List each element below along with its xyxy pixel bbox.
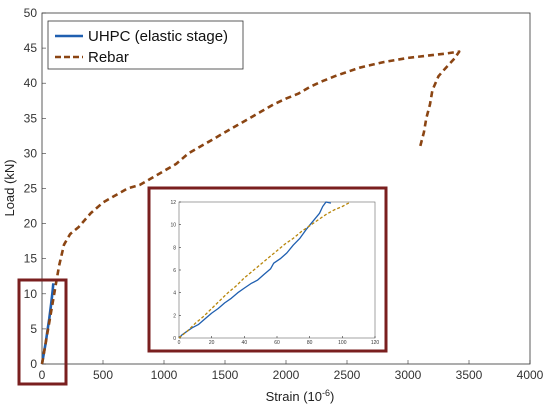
inset-y-tick-label: 8 <box>173 245 176 251</box>
y-tick-label: 35 <box>24 111 38 125</box>
y-tick-label: 10 <box>24 287 38 301</box>
x-tick-label: 4000 <box>517 368 544 382</box>
inset-y-tick-label: 2 <box>173 313 176 319</box>
inset-series-line-0 <box>178 201 332 339</box>
inset-y-tick-label: 0 <box>173 336 176 342</box>
inset-y-tick-label: 12 <box>170 200 176 206</box>
main-axes: 0 500 1000 1500 2000 2500 3000 3500 400005101520… <box>24 6 544 382</box>
y-tick-label: 50 <box>24 6 38 20</box>
x-tick-label: 3500 <box>456 368 483 382</box>
zoom-region-highlight <box>17 278 68 386</box>
y-axis-label: Load (kN) <box>2 159 17 216</box>
x-tick-label: 3000 <box>395 368 422 382</box>
inset-x-tick-label: 40 <box>242 340 248 346</box>
main-series-layer <box>40 50 461 365</box>
inset-series-line-1 <box>178 201 351 339</box>
inset-x-tick-label: 120 <box>371 340 380 346</box>
inset-y-tick-label: 10 <box>170 223 176 229</box>
y-tick-label: 45 <box>24 41 38 55</box>
inset-y-tick-label: 6 <box>173 268 176 274</box>
y-tick-label: 5 <box>30 322 37 336</box>
x-tick-label: 2500 <box>334 368 361 382</box>
inset-x-tick-label: 80 <box>307 340 313 346</box>
inset-plot-area <box>178 201 376 339</box>
x-tick-label: 500 <box>93 368 113 382</box>
inset-x-tick-label: 0 <box>178 340 181 346</box>
y-tick-label: 0 <box>30 357 37 371</box>
inset-series-layer <box>178 201 351 339</box>
inset-x-tick-label: 60 <box>274 340 280 346</box>
inset-x-tick-label: 20 <box>209 340 215 346</box>
inset-axes: 0 20 40 60 80 100 120 0 2 4 6 8 10 12 <box>170 200 379 346</box>
x-tick-label: 2000 <box>273 368 300 382</box>
legend-box <box>47 20 244 70</box>
y-tick-label: 40 <box>24 76 38 90</box>
legend-label-rebar: Rebar <box>88 49 129 66</box>
legend-label-uhpc: UHPC (elastic stage) <box>88 28 228 45</box>
x-tick-label: 0 <box>39 368 46 382</box>
y-tick-label: 30 <box>24 146 38 160</box>
inset-x-tick-label: 100 <box>338 340 347 346</box>
y-tick-label: 20 <box>24 217 38 231</box>
y-tick-label: 25 <box>24 182 38 196</box>
inset-y-tick-label: 4 <box>173 291 176 297</box>
x-tick-label: 1500 <box>212 368 239 382</box>
x-axis-label: Strain (10-6) <box>266 388 335 404</box>
legend: UHPC (elastic stage) Rebar <box>47 20 244 70</box>
x-tick-label: 1000 <box>151 368 178 382</box>
series-line-rebar <box>40 50 461 365</box>
y-tick-label: 15 <box>24 252 38 266</box>
